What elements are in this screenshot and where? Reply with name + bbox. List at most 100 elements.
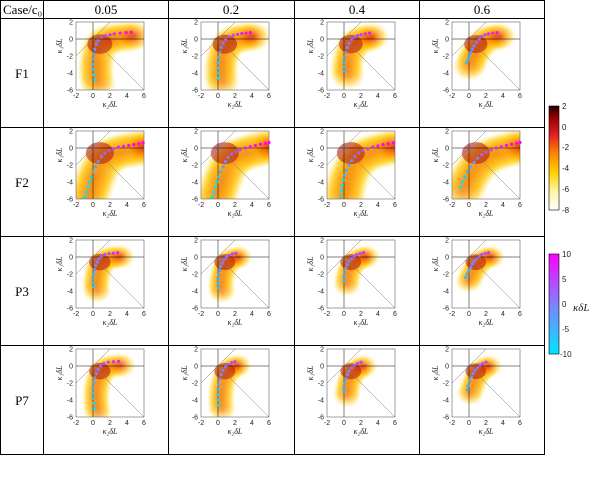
x-tick-label: 6 xyxy=(267,420,271,427)
mean-curve-point xyxy=(258,142,263,146)
x-tick-label: 6 xyxy=(267,202,271,209)
mean-curve-point xyxy=(460,180,464,184)
mean-curve-point xyxy=(99,154,104,159)
x-axis-label: κ₂δL xyxy=(103,318,118,327)
mean-curve-point xyxy=(352,363,356,367)
mean-curve-point xyxy=(465,170,469,174)
mean-curve-point xyxy=(465,388,469,392)
mean-curve-point xyxy=(381,143,385,147)
y-tick-label: -4 xyxy=(443,180,449,187)
x-tick-label: 2 xyxy=(359,202,363,209)
mean-curve-point xyxy=(339,188,344,193)
mean-curve-point xyxy=(352,254,356,258)
mean-curve-point xyxy=(111,360,115,364)
y-tick-label: 0 xyxy=(69,146,73,153)
x-tick-label: 4 xyxy=(250,202,254,209)
mean-curve-point xyxy=(86,185,90,189)
mean-curve-point xyxy=(92,381,96,385)
density-blob xyxy=(234,22,269,53)
y-tick-label: -6 xyxy=(67,306,73,313)
mean-curve-point xyxy=(91,391,95,395)
curvature-tick-0: 10 xyxy=(562,250,571,259)
mean-curve-point xyxy=(473,368,477,372)
antidiagonal-line xyxy=(343,256,395,308)
y-tick-label: -6 xyxy=(318,306,324,313)
x-tick-label: 6 xyxy=(393,93,397,100)
antidiagonal-line xyxy=(92,365,144,417)
plot-frame xyxy=(326,21,396,91)
mean-curve-point xyxy=(366,147,370,151)
mean-curve-point xyxy=(240,31,244,36)
x-tick-label: 2 xyxy=(108,202,112,209)
mean-curve-point xyxy=(219,372,223,377)
antidiagonal-line xyxy=(468,256,520,308)
mean-curve-point xyxy=(224,160,228,164)
x-tick-label: 2 xyxy=(359,420,363,427)
x-tick-label: 0 xyxy=(342,93,346,100)
column-header-1: 0.2 xyxy=(223,2,239,17)
mean-curve-point xyxy=(486,32,491,36)
density-tick-4: -6 xyxy=(562,185,570,194)
mean-curve-point xyxy=(359,33,363,37)
mean-curve-point xyxy=(475,40,479,45)
mean-curve-point xyxy=(361,251,366,255)
mean-curve-point xyxy=(343,381,347,385)
y-tick-label: -6 xyxy=(318,88,324,95)
x-tick-label: 0 xyxy=(91,311,95,318)
antidiagonal-line xyxy=(468,365,520,417)
mean-curve-point xyxy=(471,372,475,376)
mean-curve-point xyxy=(469,165,473,169)
y-axis-label: κ₁δL xyxy=(55,147,64,162)
mean-curve-point xyxy=(99,254,104,258)
mean-curve-point xyxy=(218,51,222,55)
x-axis-label: κ₂δL xyxy=(354,100,369,109)
mean-curve-point xyxy=(91,62,95,67)
plot-frame xyxy=(200,348,270,418)
density-core xyxy=(340,363,362,380)
density-field xyxy=(452,131,520,199)
mean-curve-point xyxy=(217,286,221,290)
mean-curve-point xyxy=(484,150,488,154)
mean-curve-point xyxy=(96,160,100,164)
mean-curve-point xyxy=(342,65,346,69)
density-core xyxy=(212,34,237,54)
mean-curve-point xyxy=(347,369,351,373)
mean-curve-point xyxy=(470,262,474,266)
x-tick-label: 4 xyxy=(501,420,505,427)
mean-curve-point xyxy=(469,375,474,379)
x-tick-label: 4 xyxy=(376,93,380,100)
x-tick-label: 0 xyxy=(342,311,346,318)
panel-F2-0.05: -2 0 2 4 6 2 0 -2 -4 -6 κ₂δL κ₁δL xyxy=(55,129,146,219)
density-tick-2: -2 xyxy=(562,143,570,152)
mean-curve-point xyxy=(106,360,110,364)
density-blob xyxy=(482,22,518,52)
mean-curve-point xyxy=(469,51,473,55)
x-tick-label: 0 xyxy=(91,93,95,100)
y-axis-label: κ₁δL xyxy=(431,38,440,53)
y-axis-label: κ₁δL xyxy=(180,38,189,53)
mean-curve-point xyxy=(344,168,349,172)
mean-curve-point xyxy=(234,251,238,255)
y-axis-label: κ₁δL xyxy=(306,256,315,271)
plot-frame xyxy=(451,348,521,418)
y-tick-label: 0 xyxy=(69,255,73,262)
panel-P3-0.2: -2 0 2 4 6 2 0 -2 -4 -6 κ₂δL κ₁δL xyxy=(180,238,271,328)
y-tick-label: 2 xyxy=(320,347,324,354)
mean-curve-point xyxy=(472,259,476,263)
y-tick-label: -2 xyxy=(443,54,449,61)
mean-curve-point xyxy=(342,385,346,389)
mean-curve-point xyxy=(341,178,345,182)
x-tick-label: 0 xyxy=(91,202,95,209)
x-tick-label: -2 xyxy=(324,93,330,100)
x-tick-label: 4 xyxy=(125,93,129,100)
mean-curve-point xyxy=(463,175,467,179)
mean-curve-point xyxy=(93,78,97,82)
x-tick-label: 6 xyxy=(267,93,271,100)
mean-curve-point xyxy=(475,156,480,160)
mean-curve-point xyxy=(122,144,126,148)
antidiagonal-line xyxy=(92,38,144,90)
mean-curve-point xyxy=(216,277,220,281)
mean-curve-point xyxy=(104,34,108,38)
x-axis-label: κ₂δL xyxy=(479,100,494,109)
mean-curve-point xyxy=(230,252,235,256)
